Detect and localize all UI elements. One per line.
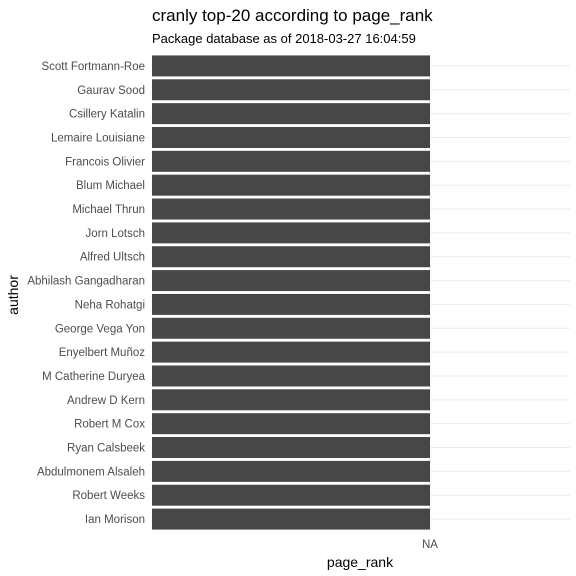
bar [152, 293, 430, 315]
bars [152, 55, 430, 530]
x-axis-title: page_rank [327, 554, 394, 570]
bar [152, 150, 430, 172]
y-tick-label: Ian Morison [85, 514, 145, 526]
bar [152, 103, 430, 125]
grid-lines [152, 54, 570, 531]
bar [152, 389, 430, 411]
y-axis-title: author [5, 275, 21, 315]
bar [152, 126, 430, 148]
y-tick-label: Blum Michael [76, 180, 145, 192]
y-tick-label: Robert Weeks [72, 490, 145, 502]
bar [152, 437, 430, 459]
y-tick-label: Abhilash Gangadharan [27, 276, 145, 288]
bar [152, 365, 430, 387]
bar [152, 508, 430, 530]
y-tick-label: Csillery Katalin [69, 109, 145, 121]
y-tick-labels: Scott Fortmann-Roe Gaurav Sood Csillery Ka… [27, 61, 145, 526]
chart-subtitle: Package database as of 2018-03-27 16:04:… [152, 31, 416, 46]
y-tick-label: Andrew D Kern [67, 395, 145, 407]
y-tick-label: Robert M Cox [74, 419, 145, 431]
bar [152, 317, 430, 339]
y-tick-label: Neha Rohatgi [75, 299, 145, 311]
bar [152, 341, 430, 363]
y-tick-label: Gaurav Sood [77, 85, 145, 97]
y-tick-label: Jorn Lotsch [86, 228, 145, 240]
x-tick-label: NA [422, 539, 438, 551]
bar [152, 484, 430, 506]
y-tick-label: Michael Thrun [72, 204, 145, 216]
y-tick-label: Enyelbert Muñoz [59, 347, 146, 359]
bar [152, 460, 430, 482]
bar [152, 222, 430, 244]
chart-title: cranly top-20 according to page_rank [152, 6, 433, 25]
y-tick-label: Alfred Ultsch [80, 252, 145, 264]
bar [152, 79, 430, 101]
y-tick-label: Francois Olivier [65, 156, 145, 168]
bar [152, 270, 430, 292]
y-tick-label: Scott Fortmann-Roe [41, 61, 145, 73]
bar [152, 413, 430, 435]
y-tick-label: Lemaire Louisiane [51, 132, 145, 144]
x-tick-labels: NA [422, 539, 438, 551]
bar [152, 174, 430, 196]
bar [152, 55, 430, 77]
y-tick-label: Ryan Calsbeek [67, 443, 145, 455]
y-tick-label: M Catherine Duryea [42, 371, 146, 383]
y-tick-label: Abdulmonem Alsaleh [37, 466, 145, 478]
bar [152, 246, 430, 268]
y-tick-label: George Vega Yon [55, 323, 145, 335]
bar [152, 198, 430, 220]
